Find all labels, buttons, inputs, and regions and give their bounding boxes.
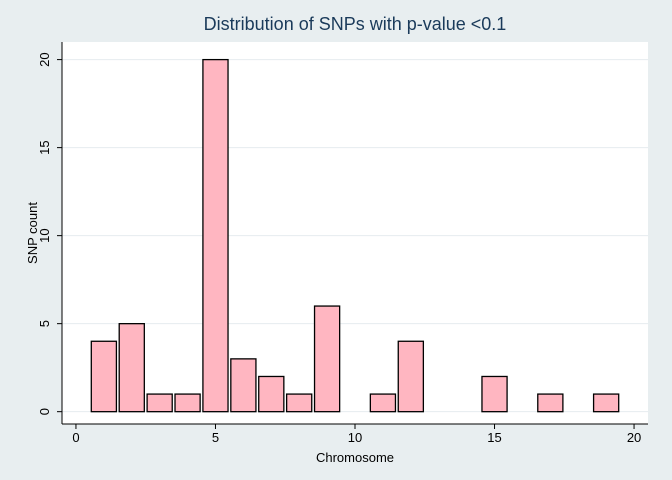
bar [118,323,145,413]
bar [258,375,285,413]
bar [202,58,229,413]
bar [369,393,397,413]
bar [313,305,341,413]
y-tick-label: 10 [37,228,52,242]
bar [537,393,564,413]
bar [481,375,508,413]
y-tick-label: 20 [37,52,52,66]
x-tick-label: 0 [72,430,79,445]
bars [90,58,620,413]
bar [285,393,313,413]
x-tick-label: 5 [212,430,219,445]
y-tick-label: 0 [37,408,52,415]
bar [146,393,173,413]
chart-title: Distribution of SNPs with p-value <0.1 [204,14,507,34]
y-tick-label: 5 [37,320,52,327]
x-tick-label: 20 [627,430,641,445]
bar [397,340,425,413]
bar [230,358,257,413]
y-axis-label: SNP count [25,202,40,264]
x-tick-label: 10 [348,430,362,445]
x-axis-label: Chromosome [316,450,394,465]
x-tick-label: 15 [487,430,501,445]
ticks: 0 5 10 15 20 0 5 10 15 20 [37,52,641,445]
bar [174,393,201,413]
y-tick-label: 15 [37,140,52,154]
bar [592,393,620,413]
plot-area [62,42,648,424]
bar [90,340,118,413]
